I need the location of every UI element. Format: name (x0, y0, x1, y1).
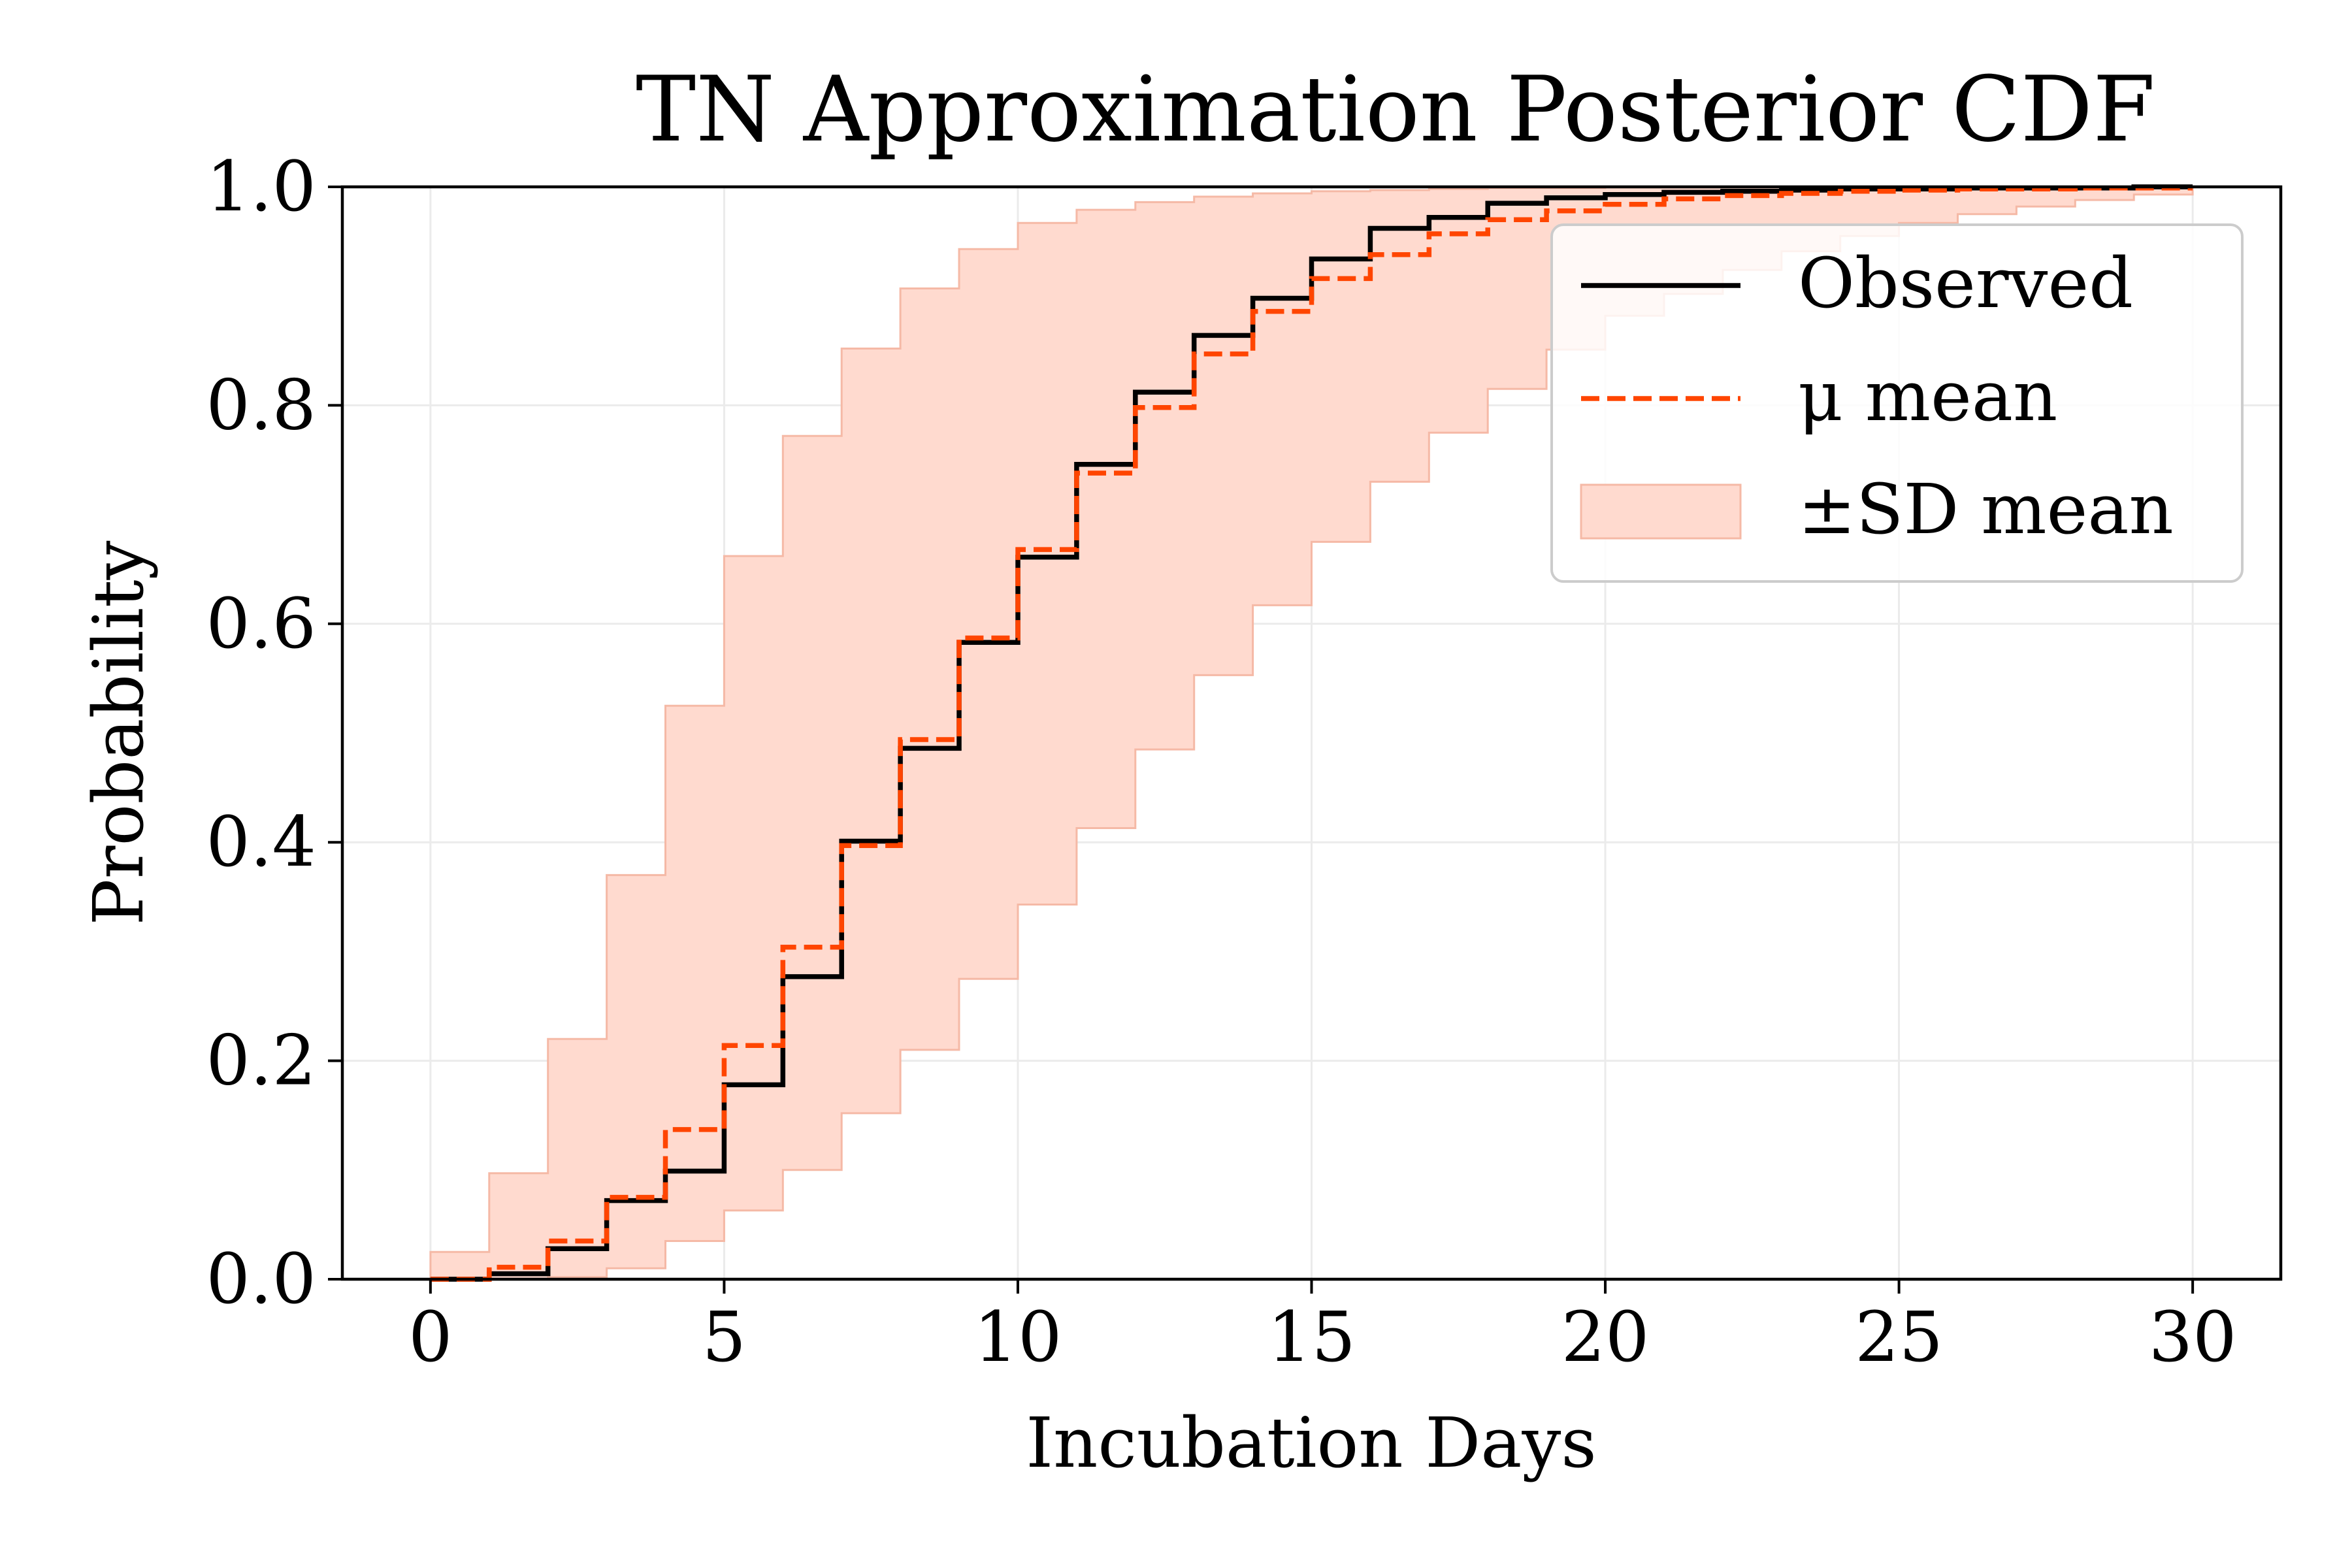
series-layer (430, 184, 2193, 1282)
x-tick-label-6: 30 (2149, 1297, 2237, 1377)
y-axis-ticks: 0.0 0.2 0.4 0.6 0.8 1.0 (206, 146, 342, 1319)
legend: Observed μ mean ±SD mean (1550, 223, 2244, 583)
x-tick-label-1: 5 (702, 1297, 746, 1377)
legend-sd-band-swatch (1580, 483, 1742, 540)
y-tick-label-0: 0.0 (206, 1239, 316, 1319)
x-tick-label-3: 15 (1267, 1297, 1356, 1377)
y-axis-label: Probability (78, 540, 159, 925)
y-tick-label-4: 0.8 (206, 365, 316, 445)
legend-sd-band-label: ±SD mean (1798, 469, 2174, 549)
sd-band (429, 186, 2194, 1281)
x-tick-label-2: 10 (974, 1297, 1062, 1377)
x-tick-label-0: 0 (408, 1297, 452, 1377)
x-axis-ticks: 0 5 10 15 20 25 30 (408, 1279, 2237, 1377)
legend-observed-label: Observed (1798, 243, 2133, 323)
legend-mu-mean-label: μ mean (1798, 356, 2057, 436)
x-tick-label-5: 25 (1855, 1297, 1943, 1377)
y-tick-label-3: 0.6 (206, 583, 316, 664)
x-tick-label-4: 20 (1561, 1297, 1650, 1377)
chart-title: TN Approximation Posterior CDF (636, 57, 2155, 162)
y-tick-label-5: 1.0 (206, 146, 316, 227)
series-observed-line (430, 184, 2193, 1282)
x-axis-label: Incubation Days (1026, 1403, 1597, 1483)
series-mu-mean-line (430, 185, 2193, 1282)
y-tick-label-1: 0.2 (206, 1021, 316, 1101)
sd-band-layer (429, 186, 2194, 1281)
y-tick-label-2: 0.4 (206, 802, 316, 882)
